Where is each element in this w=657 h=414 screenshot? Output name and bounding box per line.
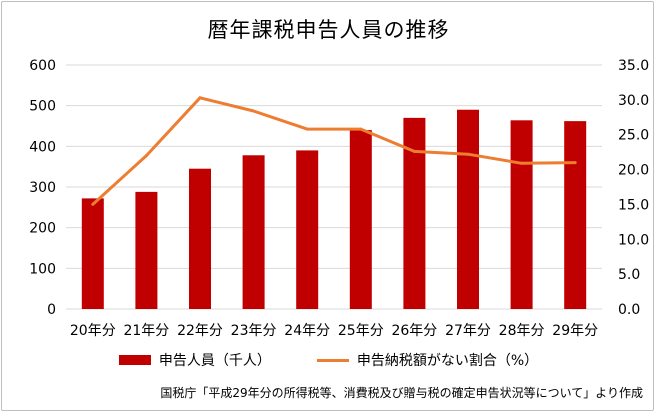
x-tick-label: 21年分 <box>123 323 169 339</box>
right-tick-label: 25.0 <box>618 128 649 144</box>
legend-bar-swatch <box>118 355 151 365</box>
source-note: 国税庁「平成29年分の所得税等、消費税及び贈与税の確定申告状況等について」より作… <box>160 386 643 400</box>
left-tick-label: 0 <box>47 302 56 318</box>
line-path <box>91 96 576 206</box>
left-tick-label: 500 <box>29 99 56 115</box>
line-point <box>91 202 95 206</box>
x-tick-label: 27年分 <box>445 323 491 339</box>
bar <box>349 130 372 309</box>
right-tick-label: 10.0 <box>618 232 649 248</box>
bar <box>242 155 265 309</box>
line-point <box>520 161 524 165</box>
legend-item-bars: 申告人員（千人） <box>118 350 271 370</box>
x-tick-label: 24年分 <box>284 323 330 339</box>
right-tick-label: 0.0 <box>618 302 640 318</box>
bar <box>403 117 426 309</box>
line-point <box>466 152 470 156</box>
right-tick-label: 30.0 <box>618 93 649 109</box>
left-tick-label: 300 <box>29 180 56 196</box>
bar <box>81 198 104 309</box>
x-tick-label: 20年分 <box>70 323 116 339</box>
legend-line-swatch <box>316 358 349 362</box>
x-axis-ticks: 20年分 21年分 22年分 23年分 24年分 25年分 26年分 27年分 28年分 29年分 <box>70 323 598 339</box>
line-point <box>359 127 363 131</box>
legend-item-line: 申告納税額がない割合（%） <box>316 350 539 370</box>
line-point <box>412 149 416 153</box>
x-tick-label: 29年分 <box>552 323 598 339</box>
line-point <box>198 96 202 100</box>
line-point <box>305 127 309 131</box>
bar <box>510 120 533 309</box>
line-series <box>91 96 577 206</box>
legend-label-line: 申告納税額がない割合（%） <box>356 353 539 369</box>
legend-label-bars: 申告人員（千人） <box>158 353 271 369</box>
line-point <box>252 109 256 113</box>
bar <box>296 150 319 309</box>
right-tick-label: 15.0 <box>618 197 649 213</box>
right-tick-label: 5.0 <box>618 267 640 283</box>
left-tick-label: 100 <box>29 261 56 277</box>
bar <box>135 191 158 309</box>
x-tick-label: 26年分 <box>391 323 437 339</box>
chart-title: 暦年課税申告人員の推移 <box>207 18 450 42</box>
left-tick-label: 400 <box>29 139 56 155</box>
left-tick-label: 200 <box>29 221 56 237</box>
bar <box>564 121 587 310</box>
x-tick-label: 22年分 <box>177 323 223 339</box>
right-tick-label: 35.0 <box>618 58 649 74</box>
right-axis-ticks: 0.0 5.0 10.0 15.0 20.0 25.0 30.0 35.0 <box>618 58 649 318</box>
bar-series <box>81 109 587 310</box>
x-tick-label: 25年分 <box>338 323 384 339</box>
left-axis-ticks: 0 100 200 300 400 500 600 <box>29 58 56 318</box>
legend: 申告人員（千人） 申告納税額がない割合（%） <box>0 350 657 370</box>
x-tick-label: 28年分 <box>499 323 545 339</box>
bar <box>457 109 479 309</box>
left-tick-label: 600 <box>29 58 56 74</box>
x-tick-label: 23年分 <box>231 323 277 339</box>
line-point <box>144 154 148 158</box>
bar <box>189 168 211 309</box>
right-tick-label: 20.0 <box>618 163 649 179</box>
line-point <box>573 161 577 165</box>
